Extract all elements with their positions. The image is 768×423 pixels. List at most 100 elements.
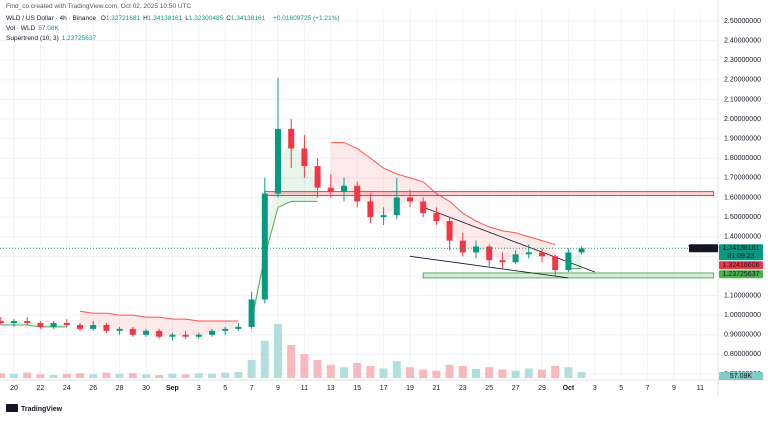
price-tag (719, 244, 763, 261)
volume-bar (247, 360, 256, 378)
candle-body (301, 148, 308, 167)
symbol-tag (689, 244, 718, 253)
symbol-tag-text: WLDUSD (688, 245, 718, 252)
volume-bar (194, 373, 203, 378)
volume-bar (76, 373, 84, 378)
y-tick-label: 2.50000000 (724, 18, 761, 25)
candle-body (77, 324, 83, 329)
volume-bar (49, 375, 58, 378)
volume-bar (379, 368, 388, 378)
trend-fill (330, 142, 556, 264)
x-tick-label: 29 (538, 385, 546, 392)
x-tick-label: 11 (697, 385, 704, 392)
candle-body (552, 256, 559, 271)
volume-bar (128, 373, 137, 378)
y-tick-label: 1.50000000 (724, 214, 761, 221)
candle-body (578, 248, 585, 253)
volume-bar (89, 374, 98, 378)
candle-body (433, 213, 440, 222)
price-tag (719, 270, 763, 279)
candle-body (169, 334, 176, 337)
volume-bar (0, 373, 5, 378)
x-tick-label: Oct (563, 385, 575, 392)
x-tick-label: 19 (406, 385, 414, 392)
x-tick-label: 11 (301, 385, 308, 392)
candle-body (0, 321, 4, 324)
volume-bar (274, 324, 282, 378)
credit: Find_co created with TradingView.com, Oc… (6, 3, 192, 10)
candle-body (459, 240, 466, 253)
trend-fill (568, 250, 582, 269)
candle-body (90, 324, 97, 329)
candle-body (499, 260, 506, 263)
volume-bar (511, 370, 520, 378)
y-tick-label: 1.40000000 (724, 234, 761, 241)
candle-body (525, 252, 532, 255)
y-tick-label: 0.80000000 (724, 351, 761, 358)
vol-tag-text: 57.08K (730, 373, 753, 380)
logo-mark (6, 404, 18, 412)
candle-body (473, 246, 479, 253)
volume-bar (564, 367, 573, 378)
candle-body (24, 321, 31, 324)
zone (264, 191, 715, 197)
candle-body (565, 252, 572, 271)
candle-body (116, 328, 123, 331)
candle-body (261, 193, 268, 300)
volume-bar (538, 369, 546, 378)
candle-body (407, 197, 413, 202)
ohlc-label: O (100, 15, 106, 22)
candle-body (222, 328, 229, 331)
y-tick-label: 2.30000000 (724, 57, 761, 64)
volume-bar (23, 372, 32, 378)
price-tag (719, 261, 763, 270)
candle-body (182, 334, 189, 337)
symbol-row: WLD / US Dollar · 4h · Binance O1.327216… (6, 15, 343, 22)
x-tick-label: 7 (646, 385, 650, 392)
candle-body (393, 197, 400, 216)
volume-bar (102, 372, 111, 378)
volume-bar (287, 345, 296, 378)
trend-fill (251, 138, 318, 322)
candle-body (11, 321, 17, 324)
x-tick-label: 26 (89, 385, 97, 392)
vol-name: Vol · WLD (6, 25, 36, 32)
volume-bar (326, 364, 335, 378)
candle-body (103, 324, 110, 331)
y-tick-label: 1.00000000 (724, 312, 761, 319)
price-tag-text: 1.32416606 (723, 262, 760, 269)
x-tick-label: 5 (223, 385, 227, 392)
vol-tag (719, 372, 763, 380)
x-tick-label: 17 (380, 385, 388, 392)
y-tick-label: 1.60000000 (724, 194, 761, 201)
volume-bar (340, 367, 348, 378)
x-tick-label: 5 (619, 385, 623, 392)
indicator-row: Supertrend (10, 3) 1.23725637 (6, 35, 99, 42)
candle-body (420, 201, 427, 214)
candle-body (327, 187, 334, 192)
x-tick-label: 9 (672, 385, 676, 392)
ohlc-value: 1.34138161 (147, 15, 183, 22)
ohlc-value: 1.32721681 (105, 15, 141, 22)
indicator-value: 1.23725637 (61, 35, 97, 42)
candle-body (354, 185, 361, 202)
y-tick-label: 1.70000000 (724, 175, 761, 182)
volume-bar (181, 374, 190, 378)
y-tick-label: 2.00000000 (724, 116, 761, 123)
candle-body (446, 221, 453, 241)
candle-body (37, 323, 44, 327)
volume-bar (62, 373, 71, 378)
ohlc-label: H (143, 15, 148, 22)
volume-bar (419, 369, 428, 378)
x-tick-label: 25 (485, 385, 493, 392)
candle-body (248, 299, 255, 327)
volume-bar (445, 364, 454, 378)
x-tick-label: 20 (10, 385, 18, 392)
candle-body (288, 128, 295, 149)
volume-bar (260, 340, 269, 378)
x-tick-label: 30 (142, 385, 150, 392)
candle-body (486, 246, 493, 261)
vol-value: 57.08K (38, 25, 59, 32)
volume-bar (313, 360, 322, 378)
